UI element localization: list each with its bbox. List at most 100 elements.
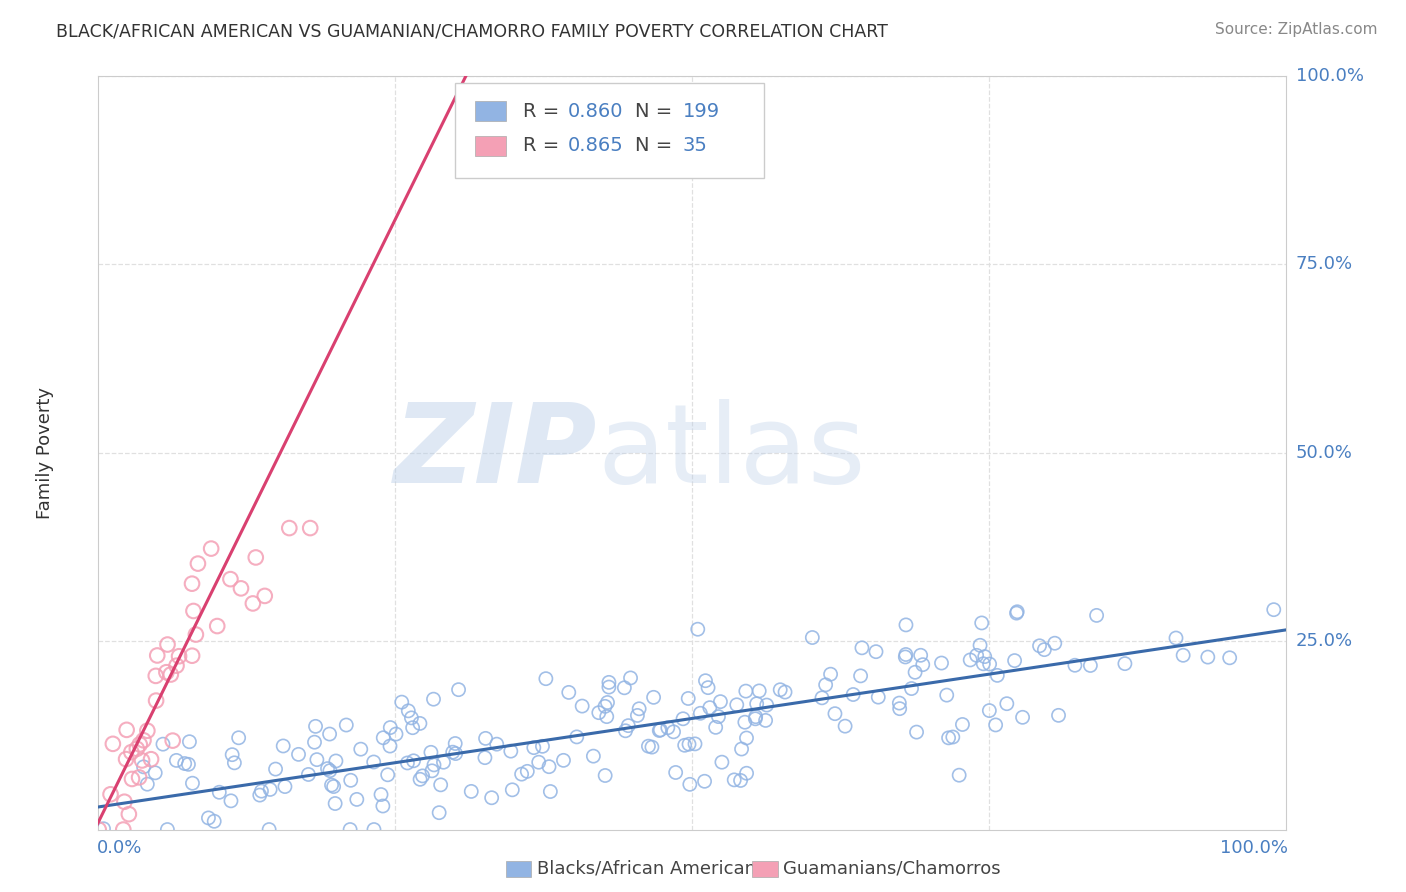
Point bbox=[689, 706, 711, 721]
Point bbox=[115, 752, 138, 766]
Point bbox=[274, 780, 297, 794]
Point bbox=[979, 704, 1001, 718]
Point bbox=[166, 658, 188, 673]
Point bbox=[1173, 648, 1195, 663]
Point bbox=[187, 557, 209, 571]
Point bbox=[264, 762, 287, 776]
Text: 0.860: 0.860 bbox=[568, 102, 623, 120]
Point bbox=[501, 782, 523, 797]
Point bbox=[1005, 605, 1028, 619]
Point bbox=[553, 753, 575, 767]
Text: R =: R = bbox=[523, 102, 565, 120]
Point bbox=[401, 721, 423, 735]
Point bbox=[183, 604, 205, 618]
Point bbox=[499, 744, 522, 758]
Point bbox=[304, 719, 326, 733]
Point bbox=[531, 739, 554, 754]
Point bbox=[1080, 658, 1102, 673]
Point bbox=[773, 685, 796, 699]
Point bbox=[972, 657, 994, 671]
Point bbox=[422, 692, 444, 706]
Point bbox=[112, 795, 135, 809]
Point bbox=[396, 704, 419, 718]
Text: 0.865: 0.865 bbox=[568, 136, 623, 155]
Point bbox=[676, 691, 699, 706]
Point bbox=[396, 756, 419, 770]
Point bbox=[159, 667, 181, 681]
Point bbox=[200, 541, 222, 556]
Point bbox=[115, 723, 138, 737]
Point bbox=[380, 721, 402, 735]
Point bbox=[1004, 654, 1026, 668]
Point bbox=[245, 550, 267, 565]
Point bbox=[420, 764, 443, 778]
Point bbox=[889, 696, 911, 710]
Point bbox=[979, 657, 1001, 671]
Point bbox=[93, 822, 115, 836]
Point bbox=[984, 718, 1007, 732]
Point bbox=[617, 719, 640, 733]
Point bbox=[695, 673, 717, 688]
Point bbox=[447, 682, 470, 697]
Point bbox=[824, 706, 846, 721]
Point bbox=[697, 681, 720, 695]
Point bbox=[889, 701, 911, 715]
Point bbox=[851, 640, 873, 655]
Point bbox=[952, 717, 974, 731]
Point bbox=[755, 698, 778, 712]
Point bbox=[131, 754, 153, 768]
Point bbox=[735, 766, 758, 780]
Point bbox=[167, 649, 190, 664]
Text: N =: N = bbox=[636, 102, 679, 120]
Point bbox=[598, 680, 620, 694]
Text: 25.0%: 25.0% bbox=[1296, 632, 1353, 650]
Text: Blacks/African Americans: Blacks/African Americans bbox=[537, 860, 765, 878]
Point bbox=[322, 780, 344, 794]
Point bbox=[385, 727, 408, 741]
Point bbox=[208, 785, 231, 799]
Point bbox=[686, 622, 709, 636]
Point bbox=[596, 696, 619, 710]
Point bbox=[409, 772, 432, 787]
Point bbox=[378, 739, 401, 753]
Point bbox=[165, 753, 187, 767]
Point bbox=[959, 653, 981, 667]
Point bbox=[820, 667, 842, 681]
Point bbox=[412, 769, 434, 783]
Point bbox=[370, 788, 392, 802]
Point bbox=[363, 822, 385, 837]
Point bbox=[755, 714, 778, 728]
Point bbox=[1005, 606, 1028, 620]
Point bbox=[219, 572, 242, 586]
Point bbox=[842, 688, 865, 702]
Point bbox=[371, 799, 394, 814]
Point bbox=[118, 807, 141, 822]
Point bbox=[538, 784, 561, 798]
Point bbox=[744, 712, 766, 726]
Point bbox=[339, 822, 361, 837]
Point bbox=[156, 822, 179, 837]
Point bbox=[460, 784, 482, 798]
Point bbox=[429, 778, 451, 792]
Point bbox=[444, 747, 467, 761]
Point bbox=[1085, 608, 1108, 623]
Point bbox=[527, 755, 550, 769]
Point bbox=[1047, 708, 1070, 723]
Point bbox=[101, 737, 124, 751]
Point bbox=[709, 695, 731, 709]
Point bbox=[734, 684, 756, 698]
Point bbox=[966, 648, 988, 663]
Point bbox=[593, 768, 616, 782]
Point bbox=[614, 723, 637, 738]
Point bbox=[287, 747, 309, 762]
Point bbox=[865, 645, 887, 659]
Point bbox=[744, 709, 766, 723]
Point bbox=[986, 668, 1008, 682]
Point bbox=[665, 765, 688, 780]
Point bbox=[224, 756, 246, 770]
Point bbox=[641, 740, 664, 755]
Point bbox=[693, 774, 716, 789]
Point bbox=[723, 772, 745, 787]
Point bbox=[970, 615, 993, 630]
Text: 100.0%: 100.0% bbox=[1219, 838, 1288, 856]
